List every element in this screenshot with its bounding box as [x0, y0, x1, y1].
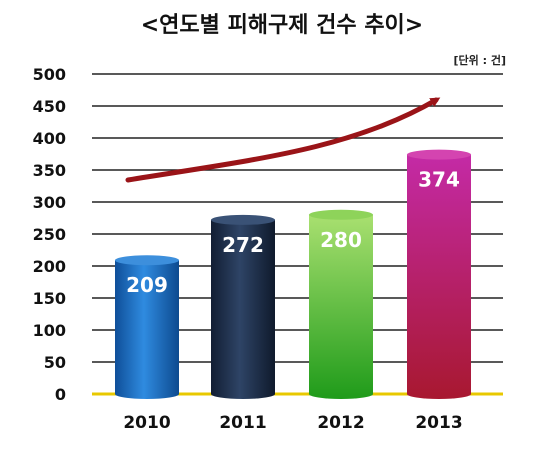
bar-2011 [211, 214, 275, 399]
bar-cap [211, 214, 275, 225]
y-tick-label: 0 [55, 385, 66, 404]
unit-label: [단위 : 건] [454, 53, 506, 67]
y-tick-label: 200 [33, 257, 66, 276]
y-tick-label: 100 [33, 321, 66, 340]
bar-2012 [309, 209, 373, 399]
y-tick-label: 50 [44, 353, 66, 372]
y-tick-label: 350 [33, 161, 66, 180]
x-tick-label: 2010 [123, 413, 170, 433]
data-labels: 209 272 280 374 [126, 168, 460, 298]
data-label: 272 [222, 233, 264, 257]
bar-2010 [115, 255, 179, 399]
x-axis: 2010 2011 2012 2013 [123, 413, 462, 433]
bar-cap [115, 255, 179, 266]
y-tick-label: 450 [33, 97, 66, 116]
data-label: 374 [418, 168, 460, 192]
y-tick-label: 300 [33, 193, 66, 212]
y-tick-label: 250 [33, 225, 66, 244]
bar-body [211, 219, 275, 399]
bar-body [407, 154, 471, 399]
bar-2013 [407, 149, 471, 399]
x-tick-label: 2011 [219, 413, 266, 433]
bar-cap [309, 209, 373, 220]
bars [115, 149, 471, 399]
data-label: 209 [126, 273, 168, 297]
y-tick-label: 150 [33, 289, 66, 308]
x-tick-label: 2012 [317, 413, 364, 433]
data-label: 280 [320, 228, 362, 252]
bar-body [309, 214, 373, 399]
bar-body [115, 260, 179, 399]
bar-cap [407, 149, 471, 160]
chart-title: <연도별 피해구제 건수 추이> [141, 13, 424, 38]
y-tick-label: 400 [33, 129, 66, 148]
x-tick-label: 2013 [415, 413, 462, 433]
trend-arrow [125, 97, 441, 183]
y-axis: 0 50 100 150 200 250 300 350 400 450 500 [33, 65, 66, 404]
y-tick-label: 500 [33, 65, 66, 84]
